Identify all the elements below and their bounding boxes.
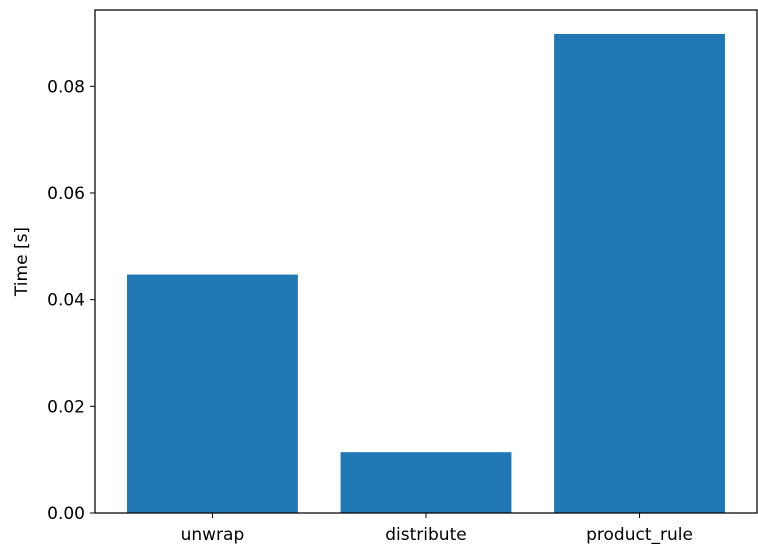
plot-frame xyxy=(94,9,758,514)
y-tick-label: 0.06 xyxy=(47,184,85,204)
y-tick-label: 0.02 xyxy=(47,397,85,417)
x-axis: unwrap distribute product_rule xyxy=(181,513,693,544)
y-tick-label: 0.00 xyxy=(47,504,85,524)
y-axis-label: Time [s] xyxy=(12,227,32,297)
y-axis: 0.00 0.02 0.04 0.06 0.08 xyxy=(47,77,95,524)
x-tick-label: unwrap xyxy=(181,525,245,544)
bar-product-rule xyxy=(554,34,725,514)
bar-distribute xyxy=(340,452,512,513)
bars-group xyxy=(127,34,725,514)
x-tick-label: product_rule xyxy=(586,525,693,544)
y-tick-label: 0.08 xyxy=(47,77,85,97)
y-tick-label: 0.04 xyxy=(47,291,85,311)
x-tick-label: distribute xyxy=(385,525,466,544)
bar-unwrap xyxy=(127,274,298,513)
